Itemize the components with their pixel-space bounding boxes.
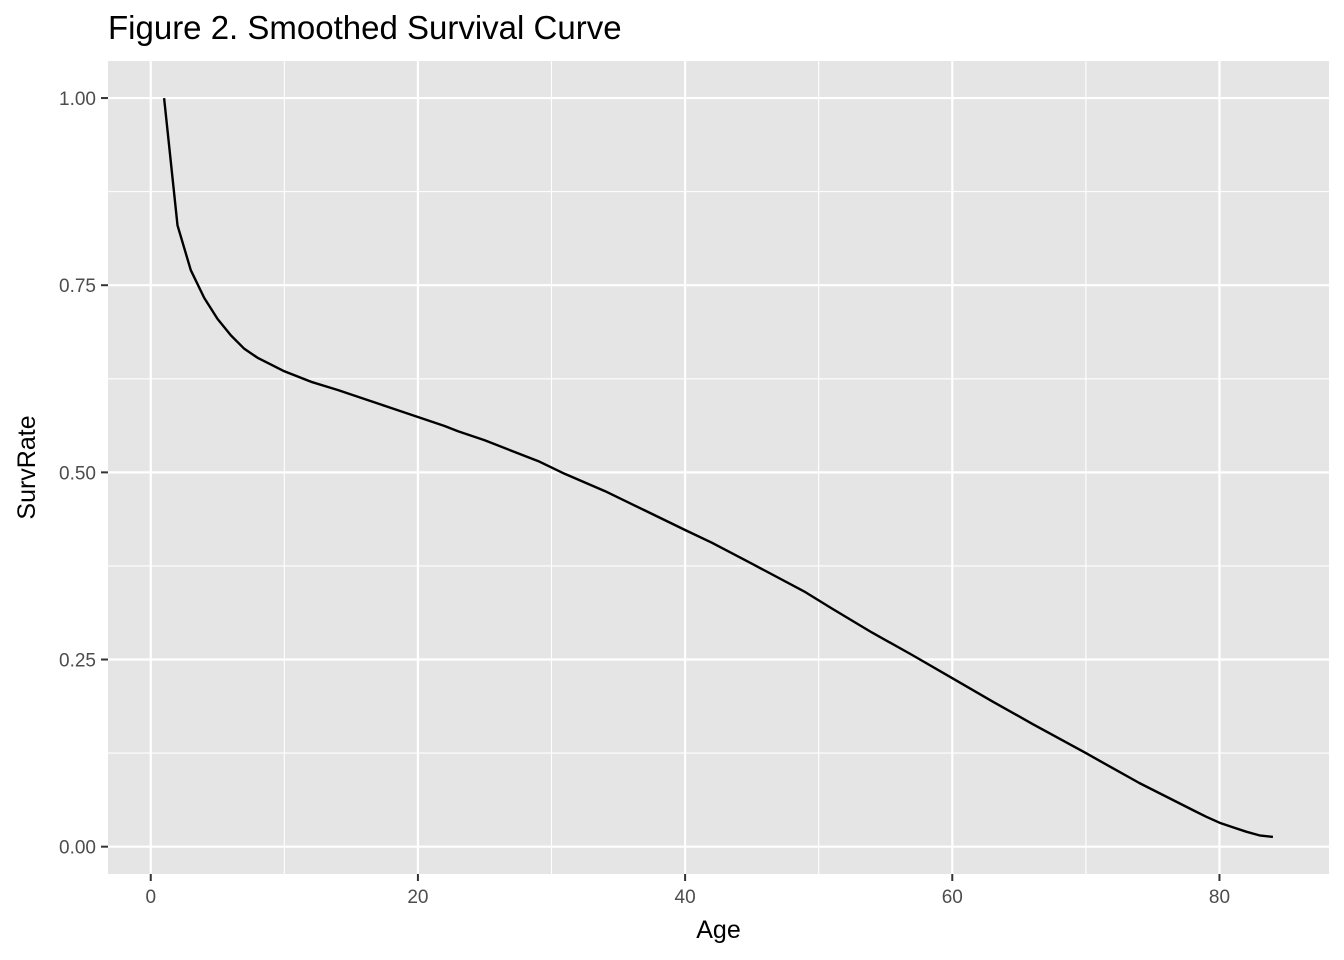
y-tick-label: 0.25 (59, 651, 96, 672)
plot-panel (108, 61, 1329, 874)
x-tick-label: 60 (942, 887, 963, 908)
y-tick-label: 0.50 (59, 463, 96, 484)
major-gridlines (108, 61, 1329, 874)
minor-gridlines (108, 61, 1329, 874)
x-axis: 0 20 40 60 80 (145, 874, 1230, 908)
y-tick-label: 0.00 (59, 838, 96, 859)
survival-curve-line (162, 97, 1274, 839)
x-tick-label: 20 (407, 887, 428, 908)
x-tick-label: 80 (1209, 887, 1230, 908)
y-axis: 0.00 0.25 0.50 0.75 1.00 (59, 89, 108, 859)
x-tick-label: 0 (145, 887, 156, 908)
chart-title: Figure 2. Smoothed Survival Curve (108, 9, 622, 46)
x-tick-label: 40 (675, 887, 696, 908)
x-axis-title: Age (696, 916, 740, 944)
y-tick-label: 0.75 (59, 276, 96, 297)
y-tick-label: 1.00 (59, 89, 96, 110)
y-axis-title: SurvRate (13, 415, 41, 519)
